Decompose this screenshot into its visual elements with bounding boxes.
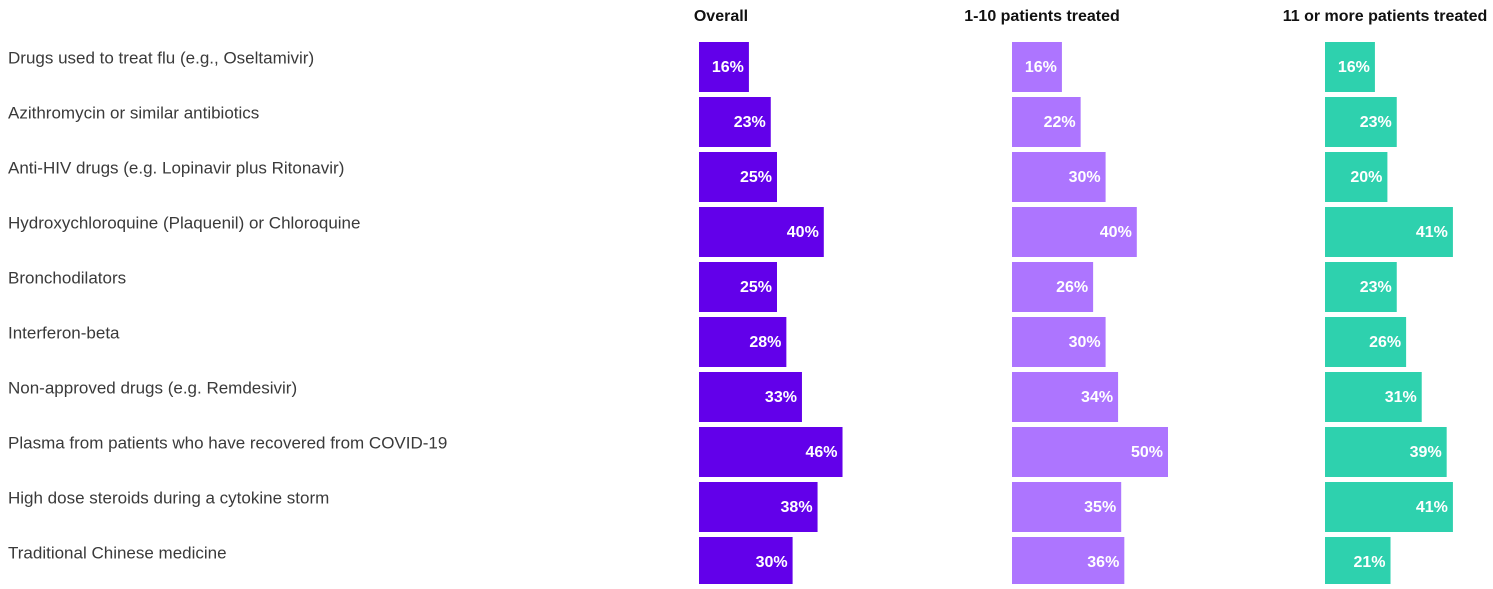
bar	[1325, 482, 1453, 532]
value-label: 41%	[1416, 224, 1448, 241]
value-label: 26%	[1056, 279, 1088, 296]
value-label: 30%	[1069, 334, 1101, 351]
bar	[1012, 537, 1125, 587]
bar	[699, 207, 824, 257]
value-label: 23%	[1360, 279, 1392, 296]
category-label: Bronchodilators	[8, 268, 126, 287]
bar	[699, 427, 843, 477]
bar	[1325, 42, 1375, 92]
category-label: Drugs used to treat flu (e.g., Oseltamiv…	[8, 48, 314, 67]
category-label: Non-approved drugs (e.g. Remdesivir)	[8, 378, 297, 397]
value-label: 25%	[740, 169, 772, 186]
bar	[699, 317, 787, 367]
bar	[1012, 42, 1062, 92]
panel-title: 1-10 patients treated	[964, 8, 1120, 25]
bar	[1325, 97, 1397, 147]
bar	[1325, 262, 1397, 312]
bar	[1012, 207, 1137, 257]
bar	[1012, 482, 1122, 532]
value-label: 22%	[1044, 114, 1076, 131]
bar	[1325, 372, 1422, 422]
value-label: 23%	[734, 114, 766, 131]
bar	[1012, 152, 1106, 202]
category-label: High dose steroids during a cytokine sto…	[8, 488, 329, 507]
bar	[1325, 317, 1407, 367]
bar	[1012, 97, 1081, 147]
bar	[1325, 427, 1447, 477]
category-label: Interferon-beta	[8, 323, 120, 342]
value-label: 20%	[1350, 169, 1382, 186]
bar	[1012, 317, 1106, 367]
value-label: 30%	[1069, 169, 1101, 186]
value-label: 38%	[781, 499, 813, 516]
panel-title: Overall	[694, 8, 748, 25]
bar	[1325, 537, 1391, 587]
value-label: 50%	[1131, 444, 1163, 461]
category-label: Plasma from patients who have recovered …	[8, 433, 447, 452]
bar	[699, 482, 818, 532]
bar	[1012, 262, 1094, 312]
bar	[1325, 152, 1388, 202]
bar	[699, 42, 749, 92]
bar	[699, 372, 802, 422]
bar	[699, 537, 793, 587]
value-label: 31%	[1385, 389, 1417, 406]
panel-title: 11 or more patients treated	[1283, 8, 1488, 25]
value-label: 35%	[1084, 499, 1116, 516]
value-label: 16%	[712, 59, 744, 76]
value-label: 21%	[1353, 554, 1385, 571]
value-label: 26%	[1369, 334, 1401, 351]
bar	[699, 97, 771, 147]
bar	[1325, 207, 1453, 257]
bar	[699, 152, 777, 202]
value-label: 46%	[805, 444, 837, 461]
bar	[699, 262, 777, 312]
category-label: Anti-HIV drugs (e.g. Lopinavir plus Rito…	[8, 158, 344, 177]
value-label: 39%	[1410, 444, 1442, 461]
category-label: Traditional Chinese medicine	[8, 543, 227, 562]
category-label: Hydroxychloroquine (Plaquenil) or Chloro…	[8, 213, 360, 232]
value-label: 34%	[1081, 389, 1113, 406]
bar	[1012, 372, 1119, 422]
value-label: 33%	[765, 389, 797, 406]
value-label: 16%	[1338, 59, 1370, 76]
value-label: 16%	[1025, 59, 1057, 76]
value-label: 40%	[787, 224, 819, 241]
value-label: 30%	[756, 554, 788, 571]
value-label: 28%	[749, 334, 781, 351]
value-label: 36%	[1087, 554, 1119, 571]
bar	[1012, 427, 1168, 477]
category-label: Azithromycin or similar antibiotics	[8, 103, 259, 122]
value-label: 23%	[1360, 114, 1392, 131]
value-label: 41%	[1416, 499, 1448, 516]
value-label: 25%	[740, 279, 772, 296]
value-label: 40%	[1100, 224, 1132, 241]
